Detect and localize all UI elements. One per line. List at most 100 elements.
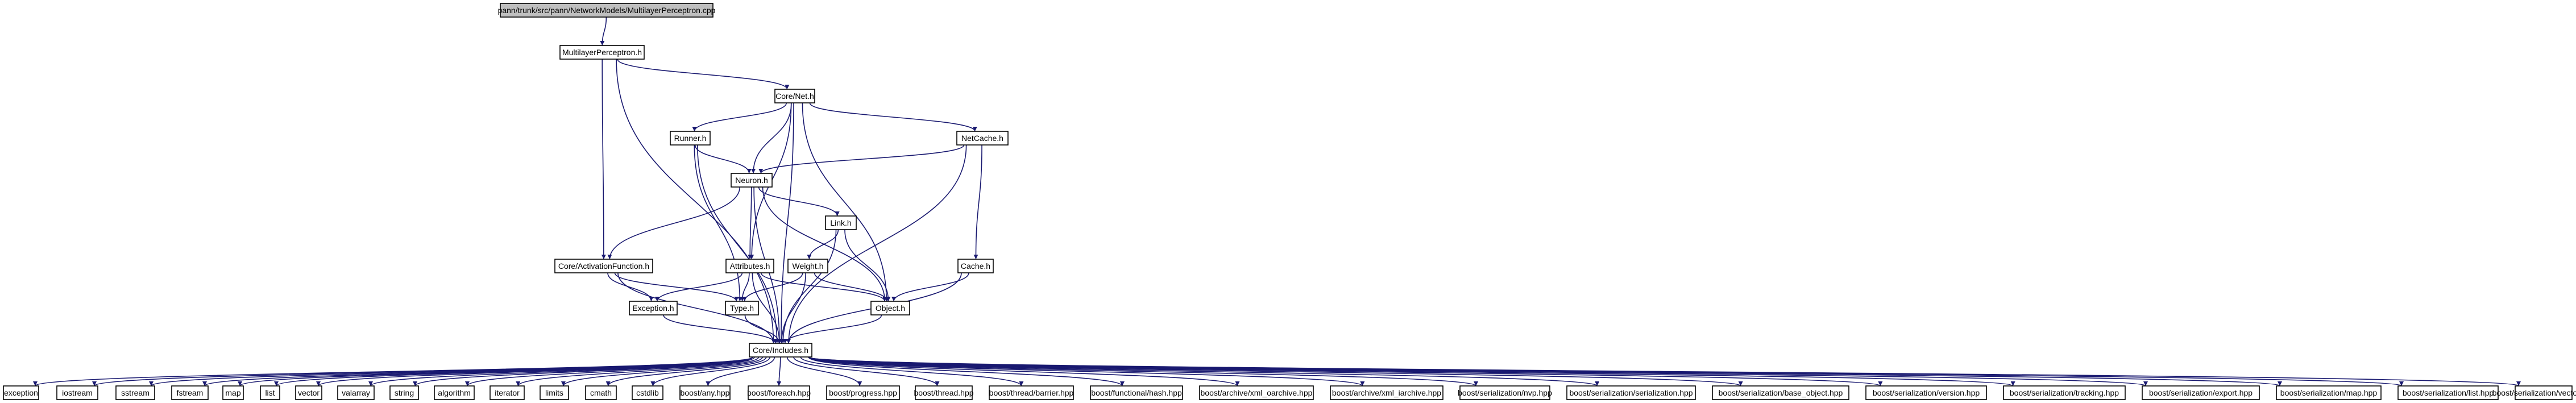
edge-includes-to-boost-thread-hpp [793,356,940,387]
node-boost-serialization-serialization-hpp[interactable]: boost/serialization/serialization.hpp [1566,385,1696,400]
node-vector[interactable]: vector [295,385,322,400]
node-cstdlib[interactable]: cstdlib [632,385,663,400]
node-boost-thread-hpp[interactable]: boost/thread.hpp [914,385,974,400]
edge-includes-to-boost-serialization-list-hpp-path [808,356,2404,387]
edge-root-to-mlp_h-path [600,16,607,46]
node-label: list [265,388,275,397]
edge-includes-to-list-path [274,356,753,387]
edge-includes-to-iterator-path [516,356,760,387]
edge-runner_h-to-includes_h [696,144,779,344]
node-label: valarray [342,388,370,397]
node-label: boost/thread.hpp [914,388,973,397]
node-core-includes-h[interactable]: Core/Includes.h [749,343,812,358]
edge-includes-to-boost-serialization-export-hpp [808,356,2148,387]
node-iostream[interactable]: iostream [56,385,98,400]
node-box [1865,385,1987,400]
node-label: sstream [121,388,150,397]
edge-runner_h-to-type_h-path [694,144,742,302]
node-map[interactable]: map [222,385,244,400]
node-cache-h[interactable]: Cache.h [957,259,994,273]
node-box [2397,385,2499,400]
node-box [337,385,375,400]
node-boost-serialization-vector-hpp[interactable]: boost/serialization/vector.hpp [2492,385,2576,400]
node-exception-h[interactable]: Exception.h [629,301,678,315]
edge-includes-to-boost-any-hpp [706,356,775,387]
node-label: pann/trunk/src/pann/NetworkModels/Multil… [498,6,716,15]
edge-runner_h-to-neuron_h [694,144,752,174]
node-boost-serialization-nvp-hpp[interactable]: boost/serialization/nvp.hpp [1458,385,1552,400]
edge-weight_h-to-object_h-path [814,272,890,302]
edge-attributes_h-to-exception_h [654,272,743,302]
node-boost-any-hpp[interactable]: boost/any.hpp [679,385,731,400]
node-boost-serialization-version-hpp[interactable]: boost/serialization/version.hpp [1865,385,1987,400]
node-boost-serialization-export-hpp[interactable]: boost/serialization/export.hpp [2142,385,2260,400]
node-box [500,3,714,18]
node-fstream[interactable]: fstream [171,385,209,400]
node-iterator[interactable]: iterator [490,385,525,400]
node-boost-functional-hash-hpp[interactable]: boost/functional/hash.hpp [1090,385,1183,400]
edge-attributes_h-to-type_h-path [740,272,750,302]
node-multilayerperceptron-h[interactable]: MultilayerPerceptron.h [559,45,645,60]
node-type-h[interactable]: Type.h [725,301,759,315]
edge-includes-to-boost-serialization-vector-hpp [808,356,2521,387]
node-label: Attributes.h [730,261,770,271]
node-attributes-h[interactable]: Attributes.h [725,259,774,273]
node-algorithm[interactable]: algorithm [434,385,475,400]
node-exception[interactable]: exception [3,385,39,400]
node-box [989,385,1074,400]
node-pann-trunk-src-pann-networkmodels-multilayerperceptron-cpp[interactable]: pann/trunk/src/pann/NetworkModels/Multil… [498,3,716,18]
node-label: map [225,388,240,397]
edge-includes-to-string [413,356,753,387]
node-neuron-h[interactable]: Neuron.h [731,173,773,188]
edge-cache_h-to-object_h [891,272,969,302]
node-boost-archive-xml-oarchive-hpp[interactable]: boost/archive/xml_oarchive.hpp [1199,385,1314,400]
node-box [2003,385,2126,400]
node-sstream[interactable]: sstream [115,385,155,400]
node-core-activationfunction-h[interactable]: Core/ActivationFunction.h [554,259,653,273]
edge-neuron_h-to-attributes_h [748,186,753,260]
node-box [957,259,994,273]
node-boost-serialization-list-hpp[interactable]: boost/serialization/list.hpp [2397,385,2499,400]
edge-mlp_h-to-actfunc_h-path [601,59,606,260]
edge-actfunc_h-to-exception_h [607,272,654,302]
node-string[interactable]: string [389,385,419,400]
node-boost-archive-xml-iarchive-hpp[interactable]: boost/archive/xml_iarchive.hpp [1330,385,1443,400]
edge-net_h-to-runner_h-path [692,102,787,132]
node-valarray[interactable]: valarray [337,385,375,400]
node-box [434,385,475,400]
node-box [774,89,815,103]
node-limits[interactable]: limits [540,385,569,400]
node-weight-h[interactable]: Weight.h [787,259,828,273]
dependency-edges [33,16,2521,387]
graph-nodes: pann/trunk/src/pann/NetworkModels/Multil… [3,3,2576,400]
edge-includes-to-boost-thread-barrier-hpp [800,356,1024,387]
node-box [670,131,711,146]
edge-net_h-to-includes_h-path [779,102,794,344]
node-label: Object.h [876,304,905,313]
node-label: boost/archive/xml_oarchive.hpp [1201,388,1313,397]
node-boost-progress-hpp[interactable]: boost/progress.hpp [826,385,900,400]
node-label: cmath [590,388,612,397]
node-box [389,385,419,400]
node-boost-foreach-hpp[interactable]: boost/foreach.hpp [747,385,811,400]
node-cmath[interactable]: cmath [585,385,617,400]
node-link-h[interactable]: Link.h [825,215,857,230]
node-object-h[interactable]: Object.h [870,301,910,315]
node-list[interactable]: list [260,385,280,400]
edge-includes-to-boost-serialization-vector-hpp-path [808,356,2521,387]
edge-netcache_h-to-includes_h-path [786,144,967,344]
node-box [915,385,973,400]
node-box [956,131,1009,146]
node-core-net-h[interactable]: Core/Net.h [774,89,815,103]
node-boost-serialization-tracking-hpp[interactable]: boost/serialization/tracking.hpp [2003,385,2126,400]
node-label: boost/serialization/list.hpp [2403,388,2494,397]
node-runner-h[interactable]: Runner.h [670,131,711,146]
node-boost-serialization-map-hpp[interactable]: boost/serialization/map.hpp [2276,385,2382,400]
edge-includes-to-boost-thread-hpp-path [793,356,940,387]
node-netcache-h[interactable]: NetCache.h [956,131,1009,146]
node-boost-thread-barrier-hpp[interactable]: boost/thread/barrier.hpp [989,385,1074,400]
edge-includes-to-boost-serialization-tracking-hpp [808,356,2015,387]
node-label: fstream [177,388,204,397]
node-boost-serialization-base-object-hpp[interactable]: boost/serialization/base_object.hpp [1712,385,1849,400]
